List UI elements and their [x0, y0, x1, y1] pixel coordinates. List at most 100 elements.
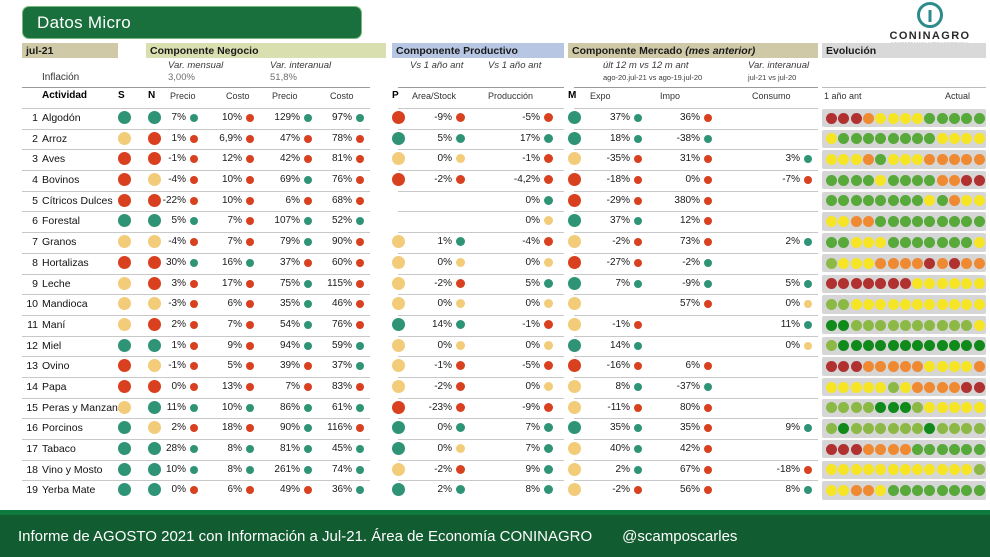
negocio-dot	[246, 238, 254, 247]
negocio-value: 75%	[279, 277, 300, 289]
productivo-dot	[544, 195, 553, 205]
row-divider	[22, 480, 370, 482]
table-row[interactable]: 12 Miel 1% 9% 94% 59% 0% 0% 14% 0%	[0, 335, 990, 357]
negocio-value: 28%	[165, 443, 186, 454]
negocio-value: 1%	[171, 132, 186, 144]
mercado-sub1-label: últ 12 m vs 12 m ant	[603, 60, 689, 71]
table-row[interactable]: 16 Porcinos 2% 18% 90% 116% 0% 7% 35% 35% 9%	[0, 418, 990, 439]
evolucion-dot	[838, 485, 850, 497]
table-row[interactable]: 5 Cítricos Dulces -22% 10% 6% 68% 0% -29% 380%	[0, 190, 990, 212]
status-dot-p	[392, 359, 405, 373]
status-dot-s	[118, 400, 131, 414]
negocio-dot	[190, 155, 198, 164]
mercado-dot	[704, 300, 712, 309]
row-divider	[22, 190, 370, 192]
mercado-dot	[634, 403, 642, 412]
mercado-value: -38%	[676, 132, 700, 144]
evolucion-strip	[822, 233, 986, 252]
column-area-stock-label: Area/Stock	[412, 91, 457, 101]
evolucion-dot	[973, 195, 985, 207]
evolucion-dot	[936, 133, 948, 145]
mercado-value: 56%	[679, 484, 700, 496]
negocio-value: 37%	[279, 256, 300, 268]
status-dot-n	[148, 193, 161, 207]
productivo-value: 0%	[437, 422, 452, 434]
table-row[interactable]: 15 Peras y Manzanas 11% 10% 86% 61% -23% -9% -11…	[0, 397, 990, 419]
negocio-value: 81%	[331, 153, 352, 165]
table-row[interactable]: 2 Arroz 1% 6,9% 47% 78% 5% 17% 18% -38%	[0, 128, 990, 150]
negocio-dot	[246, 217, 254, 226]
negocio-dot	[356, 176, 364, 185]
mercado-dot	[634, 341, 642, 350]
negocio-dot	[246, 279, 254, 288]
productivo-value: 0%	[525, 256, 540, 268]
table-row[interactable]: 6 Forestal 5% 7% 107% 52% 0% 37% 12%	[0, 211, 990, 232]
productivo-value: 2%	[437, 484, 452, 496]
evolucion-dot	[899, 298, 911, 310]
evolucion-dot	[899, 112, 911, 124]
negocio-dot	[304, 424, 312, 433]
evolucion-dot	[850, 464, 862, 476]
negocio-value: 5%	[227, 360, 242, 372]
negocio-value: 7%	[227, 318, 242, 330]
status-dot-m	[568, 421, 581, 435]
status-dot-m	[568, 317, 581, 331]
productivo-dot	[544, 464, 553, 474]
evolucion-dot	[826, 278, 837, 290]
evolucion-dot	[838, 133, 850, 145]
negocio-dot	[246, 155, 254, 164]
mercado-dot	[634, 424, 642, 433]
row-divider-productivo	[398, 128, 564, 130]
negocio-dot	[246, 320, 254, 329]
table-row[interactable]: 13 Ovino -1% 5% 39% 37% -1% -5% -16% 6%	[0, 356, 990, 377]
evolucion-dot	[961, 133, 973, 145]
negocio-dot	[356, 445, 364, 453]
table-row[interactable]: 19 Yerba Mate 0% 6% 49% 36% 2% 8% -2% 56% 8%	[0, 480, 990, 501]
table-row[interactable]: 1 Algodón 7% 10% 129% 97% -9% -5% 37% 36%	[0, 108, 990, 129]
negocio-dot	[190, 362, 198, 371]
status-dot-p	[392, 317, 405, 331]
table-row[interactable]: 14 Papa 0% 13% 7% 83% -2% 0% 8% -37%	[0, 376, 990, 398]
evolucion-dot	[912, 195, 924, 207]
mercado-value: -2%	[612, 484, 630, 496]
table-row[interactable]: 9 Leche 3% 17% 75% 115% -2% 5% 7% -9% 5%	[0, 273, 990, 295]
mercado-value: 42%	[679, 443, 700, 454]
evolucion-dot	[973, 112, 985, 124]
productivo-dot	[544, 278, 553, 288]
negocio-value: 35%	[279, 298, 300, 310]
mercado-value: 5%	[785, 277, 800, 289]
table-row[interactable]: 17 Tabaco 28% 8% 81% 45% 0% 7% 40% 42%	[0, 439, 990, 460]
status-dot-n	[148, 131, 161, 145]
table-row[interactable]: 7 Granos -4% 7% 79% 90% 1% -4% -2% 73% 2%	[0, 232, 990, 253]
evolucion-dot	[912, 381, 924, 393]
table-row[interactable]: 3 Aves -1% 12% 42% 81% 0% -1% -35% 31% 3%	[0, 149, 990, 170]
row-number: 14	[26, 380, 38, 393]
evolucion-strip	[822, 481, 986, 500]
negocio-dot	[356, 196, 364, 205]
table-row[interactable]: 10 Mandioca -3% 6% 35% 46% 0% 0% 57% 0%	[0, 294, 990, 315]
row-divider-productivo	[398, 149, 564, 151]
status-dot-n	[148, 276, 161, 290]
productivo-dot	[456, 175, 465, 185]
negocio-value: 7%	[227, 215, 242, 227]
productivo-value: -1%	[434, 360, 452, 372]
status-dot-m	[568, 255, 581, 269]
table-row[interactable]: 8 Hortalizas 30% 16% 37% 60% 0% 0% -27% -2%	[0, 252, 990, 274]
productivo-value: 5%	[525, 277, 540, 289]
row-divider	[22, 128, 370, 130]
mercado-dot	[634, 279, 642, 288]
table-row[interactable]: 4 Bovinos -4% 10% 69% 76% -2% -4,2% -18% 0% -7%	[0, 170, 990, 191]
negocio-dot	[246, 258, 254, 267]
evolucion-dot	[899, 174, 911, 186]
mercado-value: -27%	[606, 256, 630, 268]
evolucion-dot	[887, 257, 899, 269]
status-dot-n	[148, 379, 161, 393]
table-row[interactable]: 18 Vino y Mosto 10% 8% 261% 74% -2% 9% 2% 67% -18%	[0, 459, 990, 481]
evolucion-dot	[949, 174, 960, 186]
negocio-dot	[304, 341, 312, 350]
negocio-value: 1%	[171, 339, 186, 351]
status-dot-s	[118, 111, 131, 124]
row-divider	[22, 335, 370, 337]
negocio-dot	[246, 114, 254, 122]
table-row[interactable]: 11 Maní 2% 7% 54% 76% 14% -1% -1% 11%	[0, 314, 990, 336]
